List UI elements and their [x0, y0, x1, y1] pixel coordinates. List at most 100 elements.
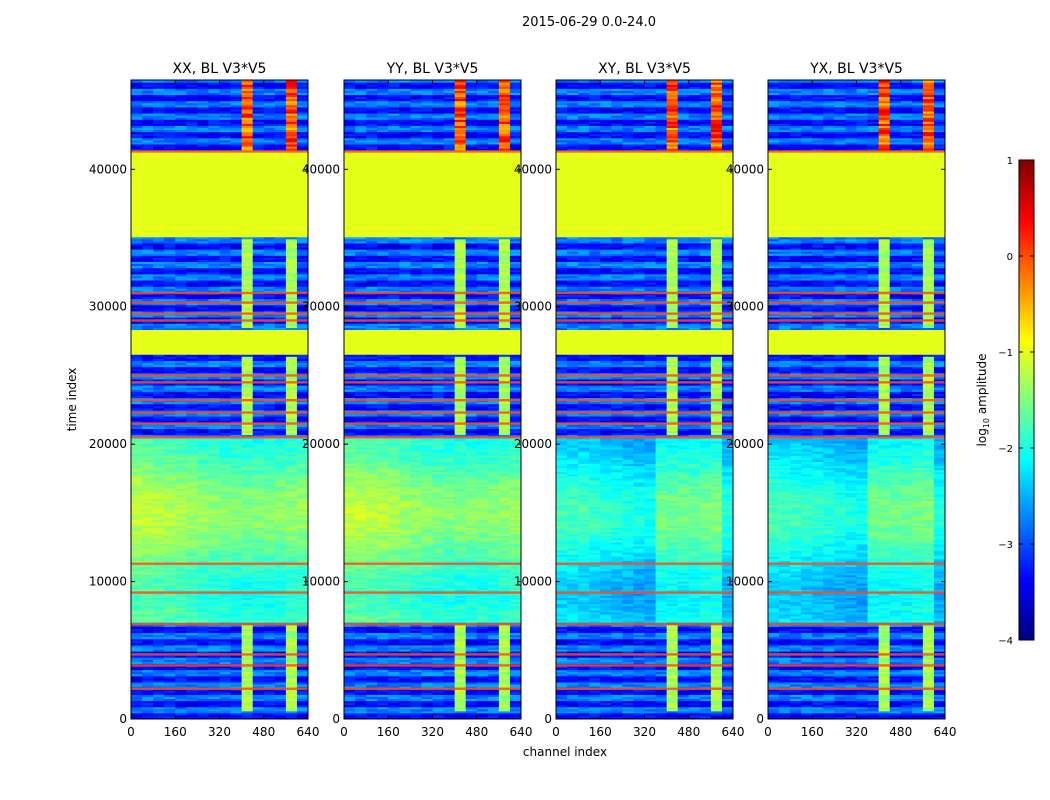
- heatmap-cell: [296, 506, 308, 510]
- heatmap-cell: [465, 620, 478, 623]
- heatmap-cell: [285, 533, 298, 537]
- heatmap-cell: [230, 535, 243, 539]
- heatmap-cell: [241, 650, 254, 654]
- heatmap-cell: [366, 632, 378, 636]
- heatmap-cell: [296, 282, 308, 285]
- heatmap-cell: [252, 463, 265, 467]
- heatmap-cell: [230, 424, 243, 427]
- heatmap-cell: [197, 496, 210, 500]
- heatmap-cell: [197, 442, 210, 446]
- heatmap-cell: [410, 632, 423, 636]
- heatmap-cell: [131, 121, 143, 124]
- heatmap-cell: [263, 636, 276, 640]
- heatmap-cell: [153, 98, 165, 102]
- heatmap-cell: [131, 96, 143, 100]
- heatmap-cell: [153, 504, 165, 508]
- heatmap-cell: [142, 455, 154, 458]
- heatmap-cell: [197, 547, 210, 551]
- heatmap-cell: [230, 139, 243, 143]
- heatmap-cell: [197, 438, 210, 442]
- heatmap-row: [131, 207, 308, 211]
- heatmap-cell: [186, 455, 198, 458]
- heatmap-cell: [175, 655, 187, 658]
- heatmap-cell: [230, 267, 243, 271]
- heatmap-cell: [153, 415, 165, 419]
- heatmap-cell: [219, 321, 232, 324]
- heatmap-cell: [219, 362, 232, 366]
- heatmap-cell: [252, 407, 265, 411]
- heatmap-cell: [285, 310, 298, 314]
- heatmap-cell: [509, 632, 521, 636]
- heatmap-cell: [274, 94, 287, 98]
- heatmap-cell: [487, 686, 500, 689]
- heatmap-cell: [465, 681, 478, 685]
- heatmap-cell: [274, 137, 287, 141]
- heatmap-cell: [208, 438, 221, 442]
- heatmap-cell: [285, 496, 298, 500]
- heatmap-cell: [263, 706, 276, 710]
- heatmap-cell: [175, 519, 187, 522]
- heatmap-cell: [252, 90, 265, 93]
- heatmap-cell: [296, 428, 308, 432]
- heatmap-cell: [509, 694, 521, 697]
- heatmap-cell: [344, 686, 356, 689]
- heatmap-cell: [421, 675, 434, 679]
- heatmap-cell: [263, 428, 276, 432]
- heatmap-cell: [230, 304, 243, 308]
- heatmap-cell: [131, 630, 143, 634]
- heatmap-cell: [219, 615, 232, 619]
- heatmap-cell: [263, 286, 276, 289]
- heatmap-cell: [263, 677, 276, 681]
- heatmap-cell: [164, 115, 176, 118]
- heatmap-cell: [197, 244, 210, 248]
- heatmap-cell: [131, 698, 143, 702]
- heatmap-cell: [241, 263, 254, 267]
- heatmap-cell: [153, 469, 165, 473]
- heatmap-cell: [421, 634, 434, 638]
- heatmap-cell: [197, 383, 210, 386]
- heatmap-cell: [252, 694, 265, 697]
- heatmap-cell: [296, 578, 308, 582]
- heatmap-cell: [153, 463, 165, 467]
- heatmap-cell: [153, 655, 165, 658]
- heatmap-cell: [175, 94, 187, 98]
- heatmap-cell: [274, 617, 287, 621]
- heatmap-cell: [465, 673, 478, 677]
- heatmap-cell: [197, 539, 210, 543]
- heatmap-cell: [252, 366, 265, 370]
- heatmap-cell: [399, 661, 411, 664]
- heatmap-cell: [252, 306, 265, 310]
- heatmap-cell: [263, 640, 276, 644]
- heatmap-cell: [241, 440, 254, 444]
- heatmap-cell: [296, 108, 308, 112]
- heatmap-cell: [263, 459, 276, 462]
- heatmap-cell: [377, 646, 389, 650]
- heatmap-cell: [131, 477, 143, 481]
- heatmap-cell: [296, 385, 308, 388]
- heatmap-cell: [366, 615, 378, 619]
- heatmap-cell: [377, 617, 389, 621]
- heatmap-cell: [263, 481, 276, 485]
- heatmap-cell: [153, 587, 165, 590]
- heatmap-cell: [186, 277, 198, 281]
- heatmap-cell: [230, 587, 243, 590]
- heatmap-cell: [208, 655, 221, 658]
- heatmap-cell: [432, 698, 445, 702]
- heatmap-cell: [131, 385, 143, 388]
- heatmap-cell: [296, 700, 308, 704]
- heatmap-cell: [263, 123, 276, 126]
- heatmap-cell: [230, 613, 243, 617]
- heatmap-cell: [142, 582, 154, 586]
- heatmap-cell: [274, 640, 287, 644]
- heatmap-cell: [142, 240, 154, 244]
- heatmap-cell: [241, 461, 254, 464]
- heatmap-cell: [410, 712, 423, 716]
- heatmap-cell: [186, 566, 198, 570]
- heatmap-cell: [377, 667, 389, 671]
- heatmap-cell: [296, 308, 308, 312]
- heatmap-cell: [285, 628, 298, 631]
- heatmap-cell: [153, 683, 165, 687]
- heatmap-cell: [219, 461, 232, 464]
- heatmap-cell: [285, 356, 298, 359]
- heatmap-cell: [454, 673, 467, 677]
